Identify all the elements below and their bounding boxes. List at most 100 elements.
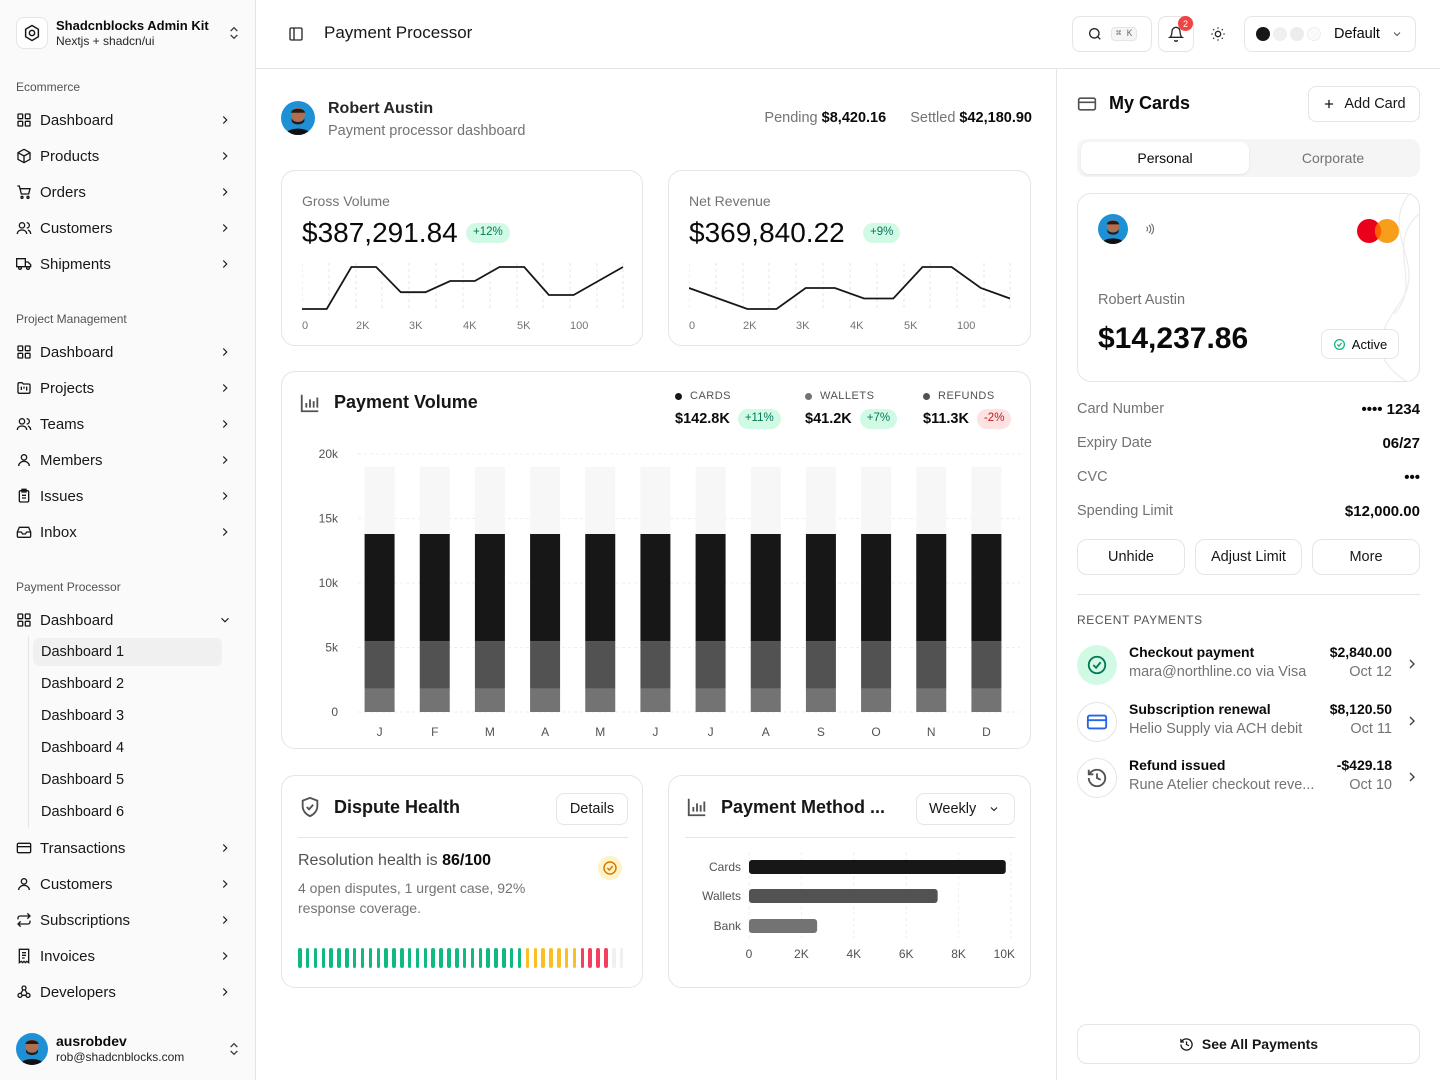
bar-remaining — [640, 466, 671, 534]
payment-date: Oct 10 — [1349, 777, 1392, 793]
bar-segment-refunds — [805, 533, 836, 642]
details-button[interactable]: Details — [556, 793, 628, 825]
payment-row[interactable]: Subscription renewal Helio Supply via AC… — [1077, 701, 1420, 745]
sparkline-tick-label: 2K — [743, 320, 757, 332]
swatch-dark — [1256, 27, 1270, 41]
sidebar-subitem-dashboard-3[interactable]: Dashboard 3 — [41, 708, 125, 724]
health-bar-green — [407, 948, 412, 968]
profile-avatar — [281, 101, 315, 135]
payment-row[interactable]: Checkout payment mara@northline.co via V… — [1077, 644, 1420, 688]
notifications-button[interactable]: 2 — [1158, 16, 1194, 52]
sidebar-subitem-dashboard-1[interactable]: Dashboard 1 — [33, 638, 222, 666]
chevron-right-icon — [1409, 659, 1415, 669]
health-value: 86/100 — [442, 852, 492, 869]
group-label-payment-processor: Payment Processor — [16, 580, 121, 594]
sidebar-item-label: Subscriptions — [40, 911, 131, 929]
brand-switcher[interactable]: Shadcnblocks Admin Kit Nextjs + shadcn/u… — [16, 16, 242, 50]
sidebar-item-issues[interactable]: Issues — [8, 480, 242, 512]
sidebar-item-transactions[interactable]: Transactions — [8, 832, 242, 864]
sidebar-item-pm-dashboard[interactable]: Dashboard — [8, 336, 242, 368]
bar-segment-wallets — [474, 641, 505, 689]
sparkline-line — [302, 266, 624, 310]
bar-segment-cards — [640, 688, 671, 712]
health-bar-green — [415, 948, 420, 968]
add-card-label: Add Card — [1344, 96, 1406, 112]
kpi-label: Gross Volume — [302, 193, 390, 209]
legend-total: $142.8K — [675, 410, 730, 427]
more-button[interactable]: More — [1312, 539, 1420, 575]
health-bar-green — [455, 948, 459, 968]
theme-select[interactable]: Default — [1244, 16, 1416, 52]
bar-segment-cards — [585, 688, 616, 712]
sidebar-subitem-dashboard-4[interactable]: Dashboard 4 — [41, 740, 125, 756]
chevron-right-icon — [1409, 772, 1415, 782]
group-label-project-management: Project Management — [16, 312, 127, 326]
sidebar-item-orders[interactable]: Orders — [8, 176, 242, 208]
sidebar-item-subscriptions[interactable]: Subscriptions — [8, 904, 242, 936]
sidebar-item-projects[interactable]: Projects — [8, 372, 242, 404]
sidebar-item-members[interactable]: Members — [8, 444, 242, 476]
user-menu[interactable]: ausrobdev rob@shadcnblocks.com — [16, 1032, 242, 1066]
tab-corporate[interactable]: Corporate — [1301, 150, 1365, 166]
sparkline-tick-label: 0 — [302, 320, 308, 332]
chevron-down-icon — [990, 807, 998, 812]
sidebar-item-ecommerce-dashboard[interactable]: Dashboard — [8, 104, 242, 136]
x-tick-label: M — [485, 725, 495, 739]
bar-remaining — [861, 466, 892, 534]
adjust-limit-button[interactable]: Adjust Limit — [1195, 539, 1302, 575]
tab-personal[interactable]: Personal — [1081, 142, 1249, 174]
period-select[interactable]: Weekly — [916, 793, 1015, 825]
search-button[interactable]: ⌘ K — [1072, 16, 1152, 52]
card-number-value: •••• 1234 — [1361, 401, 1420, 418]
sidebar-item-teams[interactable]: Teams — [8, 408, 242, 440]
payment-subtitle: Helio Supply via ACH debit — [1129, 721, 1303, 737]
shield-check-icon — [301, 796, 319, 818]
method-bar-cards — [749, 860, 1006, 874]
legend-change-badge: -2% — [976, 409, 1012, 429]
see-all-payments-button[interactable]: See All Payments — [1077, 1024, 1420, 1064]
bar-segment-cards — [474, 688, 505, 712]
plus-icon — [1325, 99, 1334, 109]
inbox-icon — [16, 526, 32, 538]
health-prefix: Resolution health is — [298, 852, 443, 869]
sidebar-item-shipments[interactable]: Shipments — [8, 248, 242, 280]
period-value: Weekly — [929, 801, 977, 817]
health-bar-green — [337, 948, 341, 968]
payment-row[interactable]: Refund issued Rune Atelier checkout reve… — [1077, 757, 1420, 801]
health-bar-green — [502, 948, 506, 968]
sidebar-item-products[interactable]: Products — [8, 140, 242, 172]
x-tick-label: 8K — [951, 947, 966, 961]
payment-subtitle: mara@northline.co via Visa — [1129, 664, 1307, 680]
sparkline-line — [689, 266, 1011, 310]
sidebar-item-inbox[interactable]: Inbox — [8, 516, 242, 548]
history-icon — [1087, 768, 1107, 788]
add-card-button[interactable]: Add Card — [1308, 86, 1420, 122]
spending-limit-label: Spending Limit — [1077, 503, 1173, 519]
bar-segment-cards — [530, 688, 561, 712]
sidebar-item-invoices[interactable]: Invoices — [8, 940, 242, 972]
sidebar-subitem-dashboard-6[interactable]: Dashboard 6 — [41, 804, 125, 820]
sidebar-item-pp-customers[interactable]: Customers — [8, 868, 242, 900]
webhook-icon — [17, 985, 31, 998]
payment-status-icon — [1077, 758, 1117, 798]
bar-segment-cards — [861, 688, 892, 712]
unhide-button[interactable]: Unhide — [1077, 539, 1185, 575]
sidebar-item-customers[interactable]: Customers — [8, 212, 242, 244]
brand-subtitle: Nextjs + shadcn/ui — [56, 33, 155, 48]
theme-toggle-button[interactable] — [1210, 26, 1226, 42]
circle-check-icon — [1333, 338, 1345, 350]
chevron-right-icon — [222, 492, 228, 500]
method-bar-bank — [749, 919, 818, 933]
sidebar-subitem-dashboard-2[interactable]: Dashboard 2 — [41, 676, 125, 692]
sidebar-toggle-icon[interactable] — [288, 26, 304, 42]
health-status-icon — [598, 856, 622, 880]
health-bar-green — [368, 948, 373, 968]
bar-segment-wallets — [419, 641, 450, 689]
sidebar-item-developers[interactable]: Developers — [8, 976, 242, 1008]
sidebar-item-pp-dashboard[interactable]: Dashboard — [8, 604, 242, 636]
kpi-change-badge: +9% — [863, 223, 901, 243]
health-bar-green — [470, 948, 475, 968]
x-tick-label: M — [595, 725, 605, 739]
y-category-label: Wallets — [702, 889, 741, 903]
sidebar-subitem-dashboard-5[interactable]: Dashboard 5 — [41, 772, 125, 788]
